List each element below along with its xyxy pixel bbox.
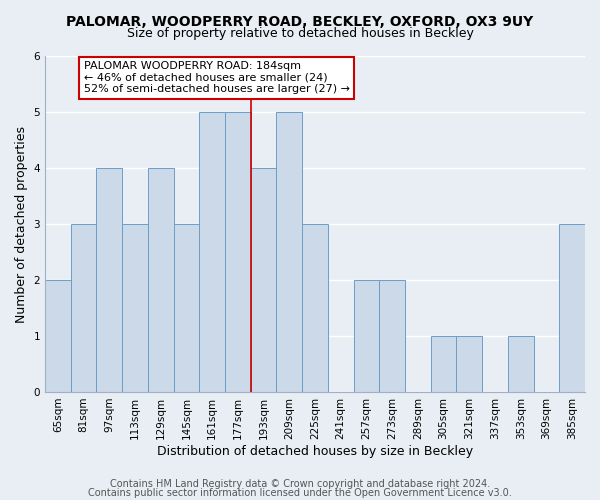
Text: PALOMAR WOODPERRY ROAD: 184sqm
← 46% of detached houses are smaller (24)
52% of : PALOMAR WOODPERRY ROAD: 184sqm ← 46% of …: [83, 61, 350, 94]
Bar: [508, 336, 533, 392]
Text: Contains public sector information licensed under the Open Government Licence v3: Contains public sector information licen…: [88, 488, 512, 498]
Bar: [122, 224, 148, 392]
Text: Contains HM Land Registry data © Crown copyright and database right 2024.: Contains HM Land Registry data © Crown c…: [110, 479, 490, 489]
Bar: [225, 112, 251, 392]
Bar: [45, 280, 71, 392]
Bar: [277, 112, 302, 392]
Bar: [251, 168, 277, 392]
Bar: [457, 336, 482, 392]
Bar: [302, 224, 328, 392]
Bar: [199, 112, 225, 392]
X-axis label: Distribution of detached houses by size in Beckley: Distribution of detached houses by size …: [157, 444, 473, 458]
Bar: [559, 224, 585, 392]
Bar: [431, 336, 457, 392]
Bar: [148, 168, 173, 392]
Bar: [353, 280, 379, 392]
Bar: [379, 280, 405, 392]
Text: PALOMAR, WOODPERRY ROAD, BECKLEY, OXFORD, OX3 9UY: PALOMAR, WOODPERRY ROAD, BECKLEY, OXFORD…: [67, 15, 533, 29]
Y-axis label: Number of detached properties: Number of detached properties: [15, 126, 28, 322]
Bar: [173, 224, 199, 392]
Text: Size of property relative to detached houses in Beckley: Size of property relative to detached ho…: [127, 28, 473, 40]
Bar: [71, 224, 97, 392]
Bar: [97, 168, 122, 392]
